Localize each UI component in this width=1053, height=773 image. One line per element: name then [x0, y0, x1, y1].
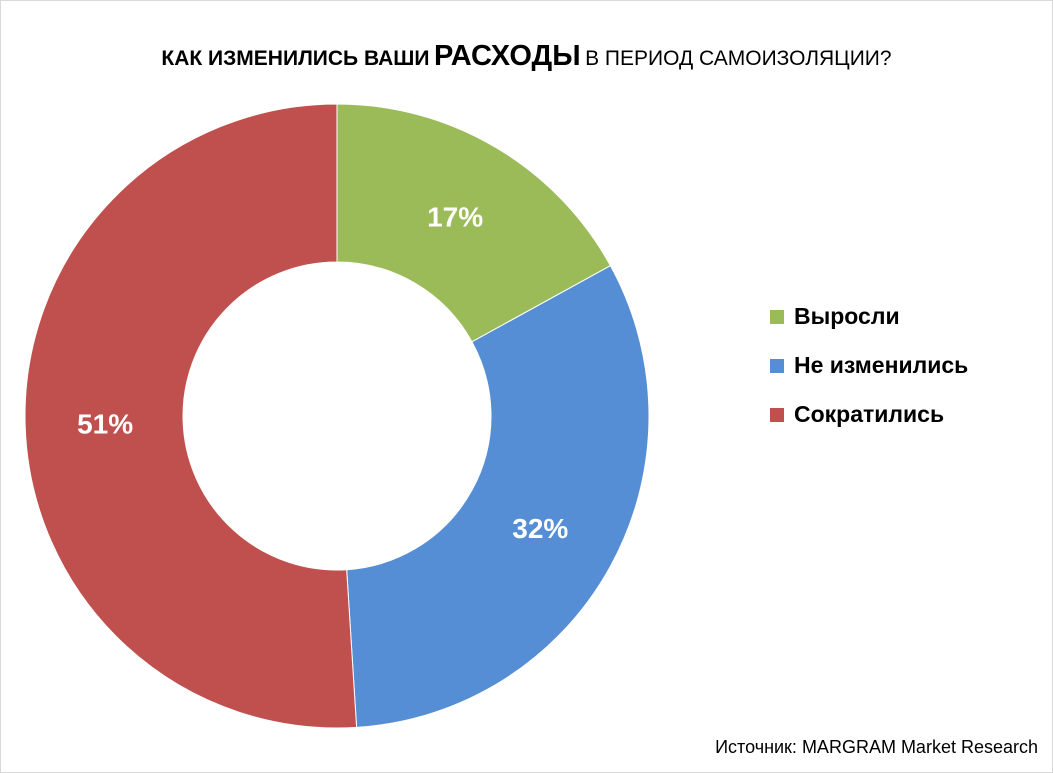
legend-label: Сократились	[794, 401, 945, 427]
legend-item: Не изменились	[770, 341, 968, 390]
chart-title: КАК ИЗМЕНИЛИСЬ ВАШИ РАСХОДЫ В ПЕРИОД САМ…	[0, 40, 1053, 73]
legend-label: Не изменились	[794, 352, 969, 378]
legend-item: Сократились	[770, 390, 968, 439]
data-label: 17%	[427, 201, 483, 232]
title-part-3: В ПЕРИОД САМОИЗОЛЯЦИИ?	[585, 47, 892, 70]
donut-slice-2	[346, 265, 650, 728]
legend-label: Выросли	[794, 303, 900, 329]
data-label: 51%	[77, 408, 133, 439]
data-label: 32%	[512, 513, 568, 544]
source-note: Источник: MARGRAM Market Research	[715, 737, 1038, 757]
legend-swatch	[770, 407, 784, 422]
title-part-1: КАК ИЗМЕНИЛИСЬ ВАШИ	[161, 47, 430, 70]
donut-slice-3	[24, 103, 358, 729]
legend: Выросли Не изменились Сократились	[770, 292, 968, 439]
legend-item: Выросли	[770, 292, 968, 341]
title-part-2: РАСХОДЫ	[433, 40, 581, 72]
legend-swatch	[770, 309, 784, 324]
donut-slice-1	[336, 103, 612, 343]
legend-swatch	[770, 358, 784, 373]
